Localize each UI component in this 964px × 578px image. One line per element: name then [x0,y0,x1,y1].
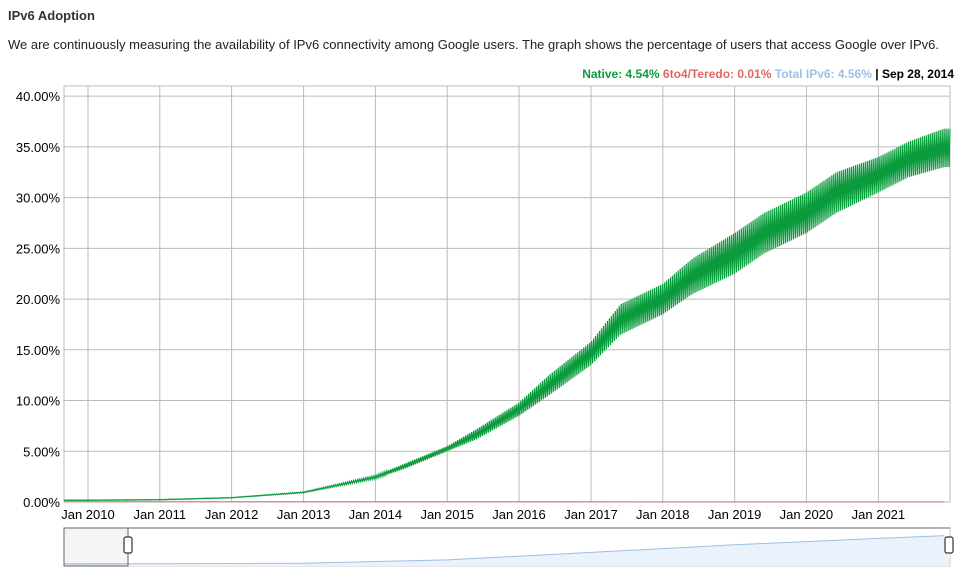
x-tick-label: Jan 2011 [134,507,187,522]
y-tick-label: 5.00% [23,444,60,459]
y-tick-label: 25.00% [16,241,61,256]
x-tick-label: Jan 2014 [349,507,403,522]
legend-total: Total IPv6: 4.56% [774,67,872,81]
x-tick-label: Jan 2021 [852,507,906,522]
navigator-handle-right-icon[interactable] [944,536,954,554]
x-tick-label: Jan 2018 [636,507,690,522]
x-tick-label: Jan 2017 [564,507,618,522]
x-tick-label: Jan 2019 [708,507,762,522]
navigator-unselected-range [63,527,129,567]
y-tick-label: 20.00% [16,292,61,307]
chart-axes: 0.00% 5.00% 10.00% 15.00% 20.00% 25.00% 30.00%… [16,89,905,522]
y-tick-label: 10.00% [16,394,61,409]
plot-border [63,85,951,503]
x-tick-label: Jan 2013 [277,507,331,522]
range-navigator [63,527,954,567]
y-tick-label: 30.00% [16,191,61,206]
page-description: We are continuously measuring the availa… [8,37,939,52]
navigator-handle-left-icon[interactable] [123,536,133,554]
navigator-area [64,535,950,566]
legend-teredo: 6to4/Teredo: 0.01% [662,67,772,81]
x-tick-label: Jan 2020 [780,507,834,522]
legend-native: Native: 4.54% [582,67,660,81]
x-tick-label: Jan 2012 [205,507,259,522]
legend-date: Sep 28, 2014 [881,67,954,81]
chart-legend: Native: 4.54% 6to4/Teredo: 0.01% Total I… [582,67,954,81]
page-title: IPv6 Adoption [8,8,95,23]
y-tick-label: 0.00% [23,495,60,510]
y-tick-label: 15.00% [16,343,61,358]
legend-separator: | [871,67,882,81]
navigator-line [63,535,945,565]
y-tick-label: 35.00% [16,140,61,155]
x-tick-label: Jan 2016 [492,507,546,522]
chart-plot-area [63,128,951,503]
x-tick-label: Jan 2010 [61,507,115,522]
x-tick-label: Jan 2015 [420,507,474,522]
chart-grid [63,85,951,503]
y-tick-label: 40.00% [16,89,61,104]
series-native-line [63,128,951,502]
